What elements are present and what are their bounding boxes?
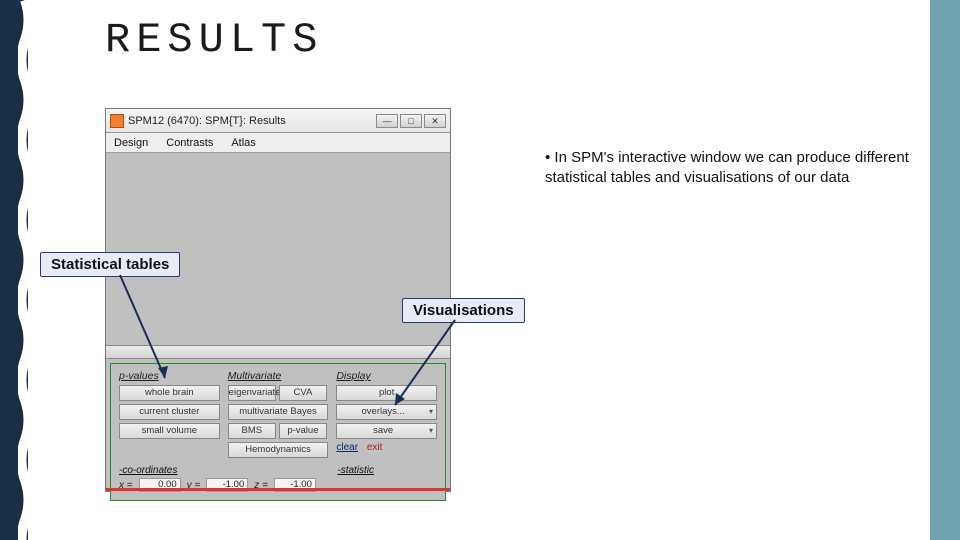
coords-title: -co-ordinates (119, 465, 177, 476)
save-dropdown[interactable]: save (336, 423, 437, 439)
controls-panel: p-values whole brain current cluster sma… (110, 363, 446, 501)
window-titlebar: SPM12 (6470): SPM{T}: Results — □ ✕ (106, 109, 450, 133)
app-icon (110, 114, 124, 128)
pvalues-column: p-values whole brain current cluster sma… (119, 370, 220, 461)
slide-title: RESULTS (105, 16, 323, 64)
statistic-title: -statistic (337, 465, 374, 476)
menu-atlas[interactable]: Atlas (231, 137, 255, 149)
pvalues-title: p-values (119, 370, 220, 382)
clear-link[interactable]: clear (336, 442, 358, 453)
callout-visualisations: Visualisations (402, 298, 525, 323)
display-title: Display (336, 370, 437, 382)
multivariate-bayes-button[interactable]: multivariate Bayes (228, 404, 329, 420)
pvalue-button[interactable]: p-value (279, 423, 327, 439)
right-accent-strip (930, 0, 960, 540)
eigenvariate-button[interactable]: eigenvariate (228, 385, 276, 401)
exit-link[interactable]: exit (367, 442, 383, 453)
results-canvas (106, 153, 450, 345)
cva-button[interactable]: CVA (279, 385, 327, 401)
whole-brain-button[interactable]: whole brain (119, 385, 220, 401)
wave-icon (18, 0, 32, 540)
minimize-button[interactable]: — (376, 114, 398, 128)
menu-design[interactable]: Design (114, 137, 148, 149)
window-title: SPM12 (6470): SPM{T}: Results (128, 115, 286, 127)
multivariate-title: Multivariate (228, 370, 329, 382)
bottom-red-line (106, 488, 450, 491)
menubar: Design Contrasts Atlas (106, 133, 450, 153)
display-column: Display plot overlays... save clear exit (336, 370, 437, 461)
middle-bar (106, 345, 450, 359)
multivariate-column: Multivariate eigenvariate CVA multivaria… (228, 370, 329, 461)
hemodynamics-button[interactable]: Hemodynamics (228, 442, 329, 458)
spm-results-window: SPM12 (6470): SPM{T}: Results — □ ✕ Desi… (105, 108, 451, 492)
maximize-button[interactable]: □ (400, 114, 422, 128)
close-button[interactable]: ✕ (424, 114, 446, 128)
left-wave-strip (0, 0, 28, 540)
plot-button[interactable]: plot (336, 385, 437, 401)
window-controls: — □ ✕ (376, 114, 446, 128)
callout-statistical-tables: Statistical tables (40, 252, 180, 277)
bms-button[interactable]: BMS (228, 423, 276, 439)
menu-contrasts[interactable]: Contrasts (166, 137, 213, 149)
current-cluster-button[interactable]: current cluster (119, 404, 220, 420)
slide-bullet: In SPM's interactive window we can produ… (545, 148, 915, 189)
overlays-dropdown[interactable]: overlays... (336, 404, 437, 420)
small-volume-button[interactable]: small volume (119, 423, 220, 439)
